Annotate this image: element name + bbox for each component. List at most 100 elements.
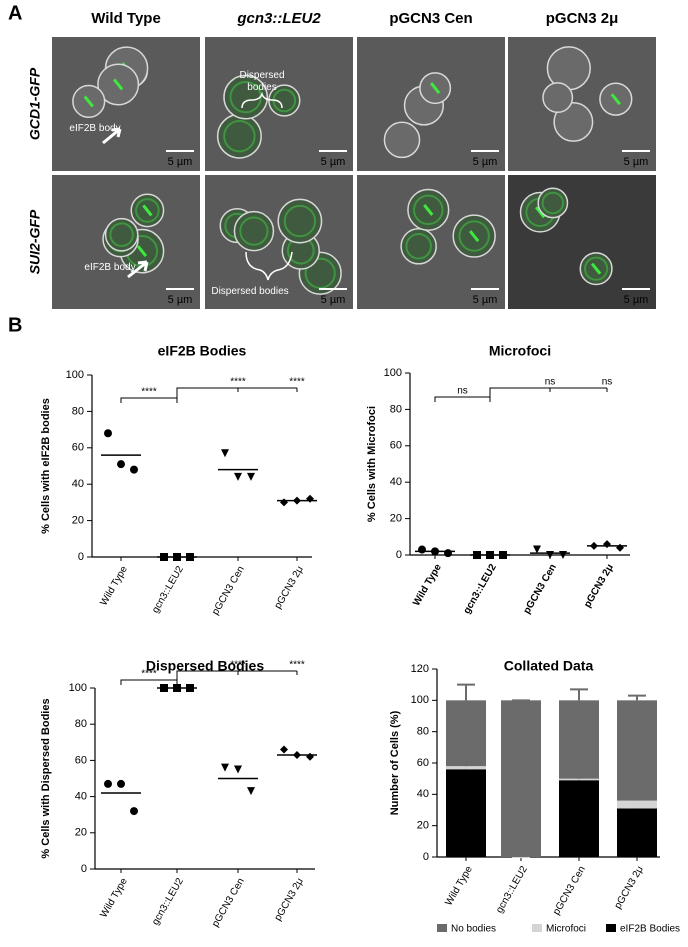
brace	[245, 251, 293, 281]
column-header: pGCN3 2μ	[546, 10, 619, 27]
bar-segment	[617, 800, 657, 809]
column-header: Wild Type	[91, 10, 161, 27]
significance: ****	[230, 660, 246, 671]
y-tick-label: 80	[417, 726, 429, 738]
panel-label: B	[8, 314, 22, 336]
data-point	[444, 549, 452, 558]
y-axis-label: % Cells with Microfoci	[366, 406, 378, 522]
data-point	[280, 498, 288, 507]
y-axis-label: % Cells with eIF2B bodies	[40, 398, 52, 534]
data-point	[104, 779, 112, 788]
x-tick-label: Wild Type	[411, 562, 444, 608]
significance: ****	[141, 669, 157, 680]
y-tick-label: 60	[75, 754, 87, 766]
legend-label: No bodies	[451, 924, 496, 935]
column-header: pGCN3 Cen	[389, 10, 472, 27]
bar-segment	[559, 700, 599, 779]
x-tick-label: pGCN3 Cen	[522, 562, 559, 616]
scale-bar-label: 5 µm	[168, 156, 193, 168]
data-point	[533, 545, 541, 554]
bar-segment	[446, 700, 486, 767]
y-axis-label: Number of Cells (%)	[389, 710, 401, 815]
brace	[241, 91, 283, 109]
body	[423, 203, 434, 216]
fluorescence	[239, 216, 269, 246]
bar-segment	[617, 700, 657, 801]
cell	[542, 82, 574, 114]
fluorescence	[109, 222, 134, 247]
x-tick-label: pGCN3 2μ	[273, 876, 306, 923]
x-tick-label: pGCN3 2μ	[273, 564, 306, 611]
bar-segment	[559, 778, 599, 781]
y-tick-label: 60	[417, 757, 429, 769]
y-tick-label: 100	[66, 369, 84, 381]
significance: ****	[230, 377, 246, 388]
x-tick-label: pGCN3 2μ	[582, 562, 616, 609]
data-point	[603, 540, 611, 549]
data-point	[280, 745, 288, 754]
data-point	[221, 763, 229, 772]
significance: ****	[289, 377, 305, 388]
chart-title: eIF2B Bodies	[158, 343, 247, 359]
x-tick-label: Wild Type	[98, 876, 130, 920]
y-tick-label: 0	[78, 551, 84, 563]
fluorescence	[584, 256, 609, 281]
body	[429, 82, 441, 95]
bracket	[434, 396, 491, 402]
x-tick-label: pGCN3 Cen	[210, 564, 247, 617]
data-point	[616, 543, 624, 552]
column-header: gcn3::LEU2	[236, 10, 321, 27]
y-tick-label: 20	[390, 513, 402, 525]
data-point	[247, 472, 255, 481]
legend-label: eIF2B Bodies	[620, 924, 680, 935]
y-tick-label: 100	[384, 367, 402, 379]
data-point	[306, 752, 314, 761]
data-point	[130, 807, 138, 816]
x-tick-label: Wild Type	[443, 864, 475, 908]
annotation: eIF2B body	[84, 262, 136, 273]
data-point	[104, 429, 112, 438]
annotation: Dispersed bodies	[239, 70, 285, 93]
bar-segment	[446, 766, 486, 770]
scale-bar-label: 5 µm	[624, 156, 649, 168]
bracket	[120, 679, 178, 685]
data-point	[418, 545, 426, 554]
data-point	[247, 787, 255, 796]
data-point	[234, 765, 242, 774]
y-tick-label: 0	[81, 863, 87, 875]
scale-bar-label: 5 µm	[321, 294, 346, 306]
y-tick-label: 0	[423, 851, 429, 863]
chart-title: Collated Data	[504, 658, 594, 674]
scale-bar-label: 5 µm	[473, 294, 498, 306]
x-tick-label: pGCN3 Cen	[210, 876, 247, 929]
y-tick-label: 20	[417, 820, 429, 832]
y-tick-label: 60	[72, 442, 84, 454]
fluorescence	[135, 198, 160, 223]
row-label: GCD1-GFP	[27, 67, 43, 140]
error-bar	[628, 694, 646, 701]
y-tick-label: 20	[75, 827, 87, 839]
y-tick-label: 100	[69, 682, 87, 694]
bracket	[120, 397, 178, 403]
y-tick-label: 60	[390, 440, 402, 452]
y-tick-label: 80	[390, 403, 402, 415]
data-point	[130, 465, 138, 474]
significance: ns	[602, 377, 613, 388]
y-tick-label: 40	[72, 478, 84, 490]
y-tick-label: 80	[72, 405, 84, 417]
legend-label: Microfoci	[546, 924, 586, 935]
arrow	[102, 127, 122, 145]
error-bar	[457, 683, 475, 701]
y-tick-label: 40	[75, 791, 87, 803]
data-point	[117, 779, 125, 788]
scale-bar-label: 5 µm	[624, 294, 649, 306]
legend-swatch	[532, 924, 542, 932]
y-tick-label: 0	[396, 549, 402, 561]
bracket	[489, 387, 607, 397]
x-tick-label: Wild Type	[98, 564, 130, 608]
y-tick-label: 120	[411, 663, 429, 675]
body	[83, 95, 94, 108]
fluorescence	[541, 191, 565, 215]
data-point	[306, 494, 314, 503]
